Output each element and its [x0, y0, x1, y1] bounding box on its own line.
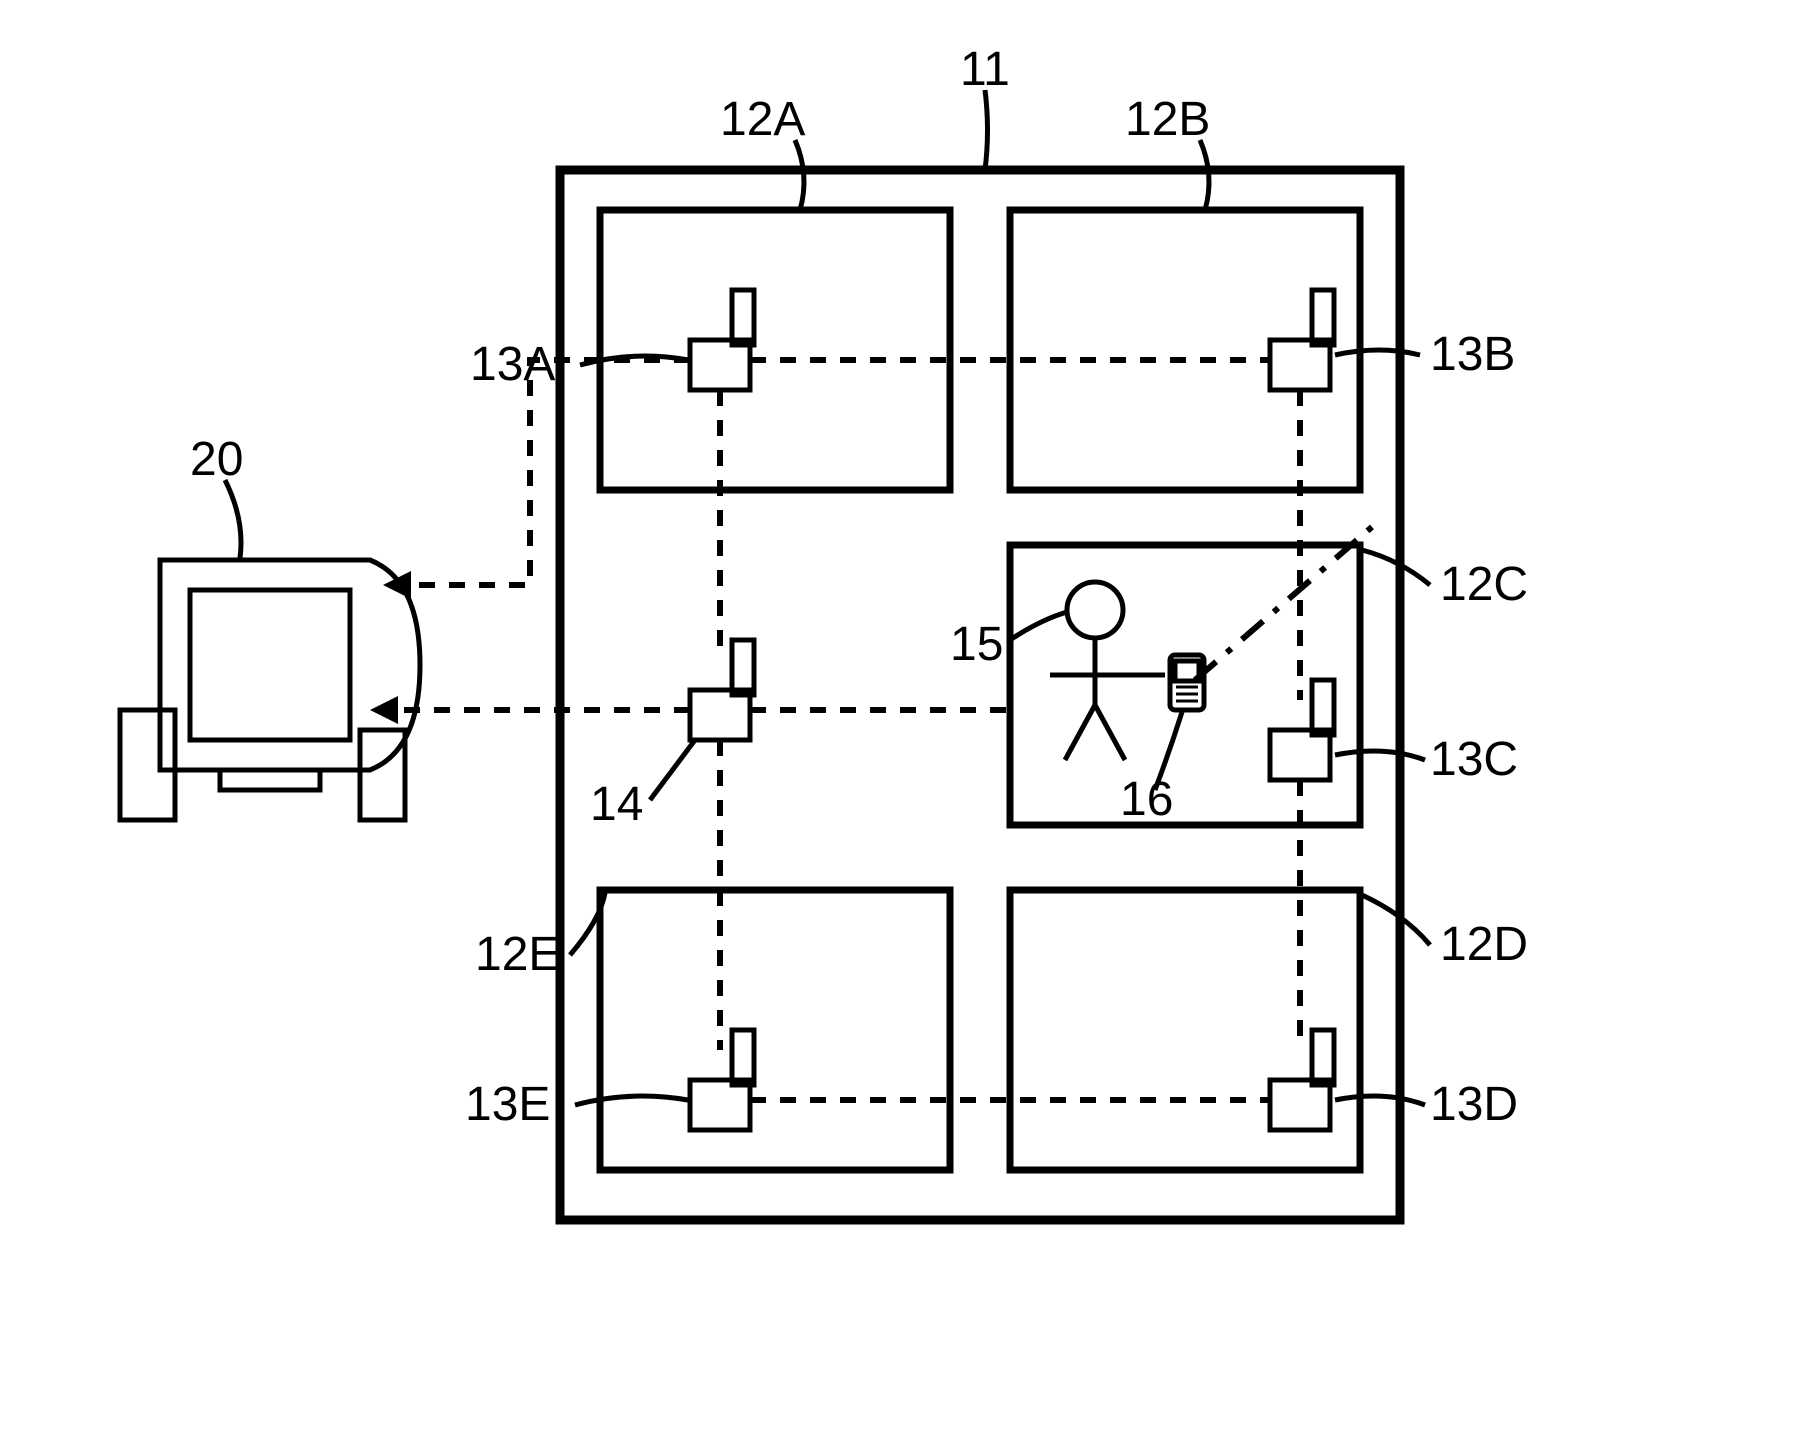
handheld-icon	[1170, 655, 1204, 710]
label-gateway: 14	[590, 778, 643, 831]
room-b	[1010, 210, 1360, 490]
room-e	[600, 890, 950, 1170]
ap-a-icon	[690, 290, 754, 390]
label-person: 15	[950, 618, 1003, 671]
ap-d-icon	[1270, 1030, 1334, 1130]
label-room-e: 12E	[475, 928, 560, 981]
label-ap-d: 13D	[1430, 1078, 1518, 1131]
computer-icon	[120, 560, 420, 820]
link-a-computer	[408, 360, 690, 585]
label-room-c: 12C	[1440, 558, 1528, 611]
network-diagram: 11 12A 12B 12C 12D 12E 13A 13B 13C 13D 1…	[0, 0, 1806, 1442]
room-c	[1010, 545, 1360, 825]
ap-b-icon	[1270, 290, 1334, 390]
label-room-d: 12D	[1440, 918, 1528, 971]
gateway-icon	[690, 640, 754, 740]
building-frame	[560, 170, 1400, 1220]
label-computer: 20	[190, 433, 243, 486]
label-room-a: 12A	[720, 93, 805, 146]
label-building: 11	[960, 43, 1010, 96]
label-ap-a: 13A	[470, 338, 555, 391]
label-room-b: 12B	[1125, 93, 1210, 146]
label-ap-b: 13B	[1430, 328, 1515, 381]
arrow-gw-computer	[370, 696, 398, 724]
label-ap-c: 13C	[1430, 733, 1518, 786]
label-handheld: 16	[1120, 773, 1173, 826]
room-a	[600, 210, 950, 490]
person-icon	[1050, 582, 1165, 760]
label-ap-e: 13E	[465, 1078, 550, 1131]
